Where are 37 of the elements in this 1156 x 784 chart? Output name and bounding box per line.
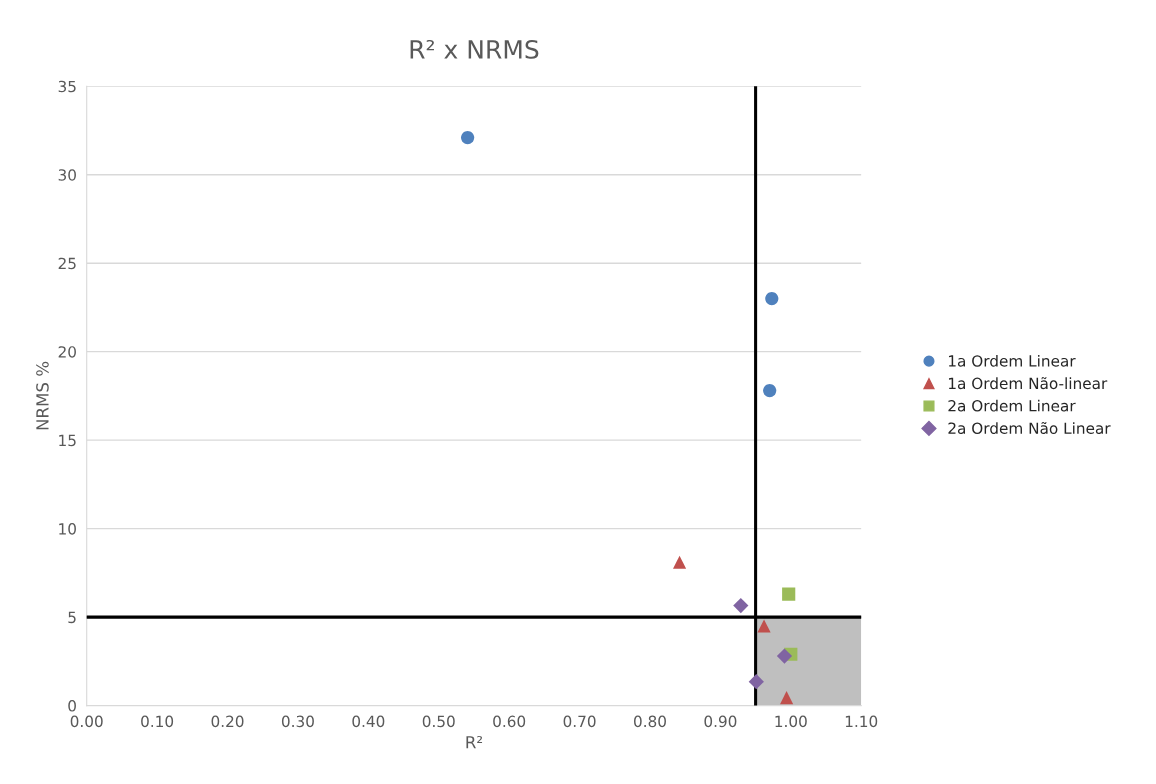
y-axis-title: NRMS % [36, 361, 49, 430]
x-tick-label: 0.80 [633, 715, 666, 728]
point [672, 555, 687, 569]
y-tick-label: 10 [59, 523, 76, 535]
x-tick-label: 0.70 [563, 715, 596, 728]
point [461, 130, 475, 145]
x-tick-label: 0.50 [422, 715, 455, 728]
point [733, 598, 749, 614]
x-tick-label: 0.40 [352, 715, 385, 728]
x-tick-label: 0.90 [704, 715, 737, 728]
point [757, 619, 771, 633]
x-tick-label: 0.00 [70, 715, 103, 728]
point [782, 587, 796, 601]
y-tick-label: 35 [58, 80, 76, 93]
x-tick-label: 0.10 [141, 715, 174, 728]
y-tick-label: 25 [58, 257, 76, 270]
point [776, 648, 793, 664]
x-tick-label: 0.30 [281, 715, 314, 728]
point [780, 691, 794, 705]
x-axis-title: R² [466, 735, 483, 749]
legend-label: 2a Ordem Não Linear [948, 421, 1111, 434]
chart-title: R² x NRMS [410, 39, 539, 59]
legend-label: 1a Ordem Linear [948, 354, 1076, 367]
legend-label: 2a Ordem Linear [948, 399, 1076, 412]
point [763, 384, 777, 398]
point [765, 292, 779, 306]
x-tick-label: 0.60 [493, 715, 526, 728]
x-tick-label: 1.00 [775, 715, 807, 728]
legend-label: 1a Ordem Não-linear [948, 377, 1108, 390]
x-tick-label: 1.10 [845, 715, 878, 728]
y-tick-label: 30 [58, 169, 76, 181]
x-tick-label: 0.20 [211, 715, 244, 728]
point [748, 674, 764, 690]
y-tick-label: 20 [58, 346, 76, 358]
y-tick-label: 5 [68, 611, 76, 624]
y-tick-label: 0 [68, 700, 76, 712]
y-tick-label: 15 [59, 434, 76, 447]
